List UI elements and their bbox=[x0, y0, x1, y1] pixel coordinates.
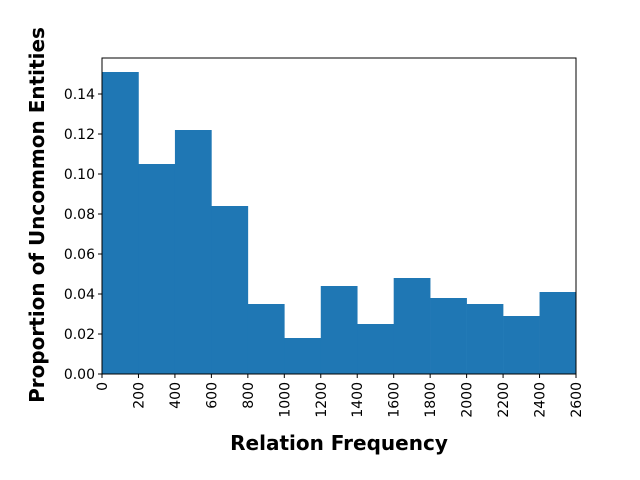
histogram-bar-8 bbox=[393, 278, 431, 374]
y-axis-ticks: 0.00 0.02 0.04 0.06 0.08 0.10 0.12 0.14 bbox=[64, 87, 102, 383]
y-tick-label: 0.14 bbox=[64, 87, 95, 103]
histogram-bar-9 bbox=[430, 298, 467, 374]
histogram-bar-5 bbox=[284, 338, 322, 374]
x-tick-label: 200 bbox=[131, 382, 147, 409]
x-tick-label: 2600 bbox=[569, 382, 585, 418]
y-tick-label: 0.00 bbox=[64, 367, 95, 383]
plot-frame bbox=[101, 57, 577, 375]
x-tick-label: 800 bbox=[241, 382, 257, 409]
x-axis-ticks: 0 200 400 600 800 1000 1200 1400 1600 1800 2000 220… bbox=[95, 374, 585, 418]
histogram-bar-3 bbox=[211, 206, 249, 374]
y-tick-label: 0.06 bbox=[64, 247, 95, 263]
x-tick-label: 2400 bbox=[533, 382, 549, 418]
x-axis-title: Relation Frequency bbox=[230, 431, 448, 455]
x-tick-label: 400 bbox=[168, 382, 184, 409]
x-tick-label: 0 bbox=[95, 382, 111, 391]
x-tick-label: 1200 bbox=[314, 382, 330, 418]
histogram-bar-12 bbox=[539, 292, 577, 374]
x-tick-label: 2000 bbox=[460, 382, 476, 418]
histogram-bar-2 bbox=[174, 130, 212, 374]
y-tick-label: 0.04 bbox=[64, 287, 95, 303]
x-tick-label: 2200 bbox=[496, 382, 512, 418]
x-tick-label: 1800 bbox=[423, 382, 439, 418]
y-tick-label: 0.08 bbox=[64, 207, 95, 223]
bars-group bbox=[102, 72, 577, 374]
histogram-bar-11 bbox=[503, 316, 540, 374]
y-axis-title: Proportion of Uncommon Entities bbox=[25, 27, 49, 403]
x-tick-label: 1600 bbox=[387, 382, 403, 418]
histogram-bar-7 bbox=[357, 324, 394, 374]
histogram-bar-1 bbox=[138, 164, 176, 374]
x-tick-label: 1000 bbox=[277, 382, 293, 418]
histogram-bar-10 bbox=[466, 304, 504, 374]
histogram-bar-4 bbox=[247, 304, 285, 374]
x-tick-label: 600 bbox=[204, 382, 220, 409]
x-tick-label: 1400 bbox=[350, 382, 366, 418]
y-tick-label: 0.02 bbox=[64, 327, 95, 343]
histogram-bar-6 bbox=[320, 286, 358, 374]
histogram-bar-0 bbox=[102, 72, 139, 374]
y-tick-label: 0.12 bbox=[64, 127, 95, 143]
y-tick-label: 0.10 bbox=[64, 167, 95, 183]
